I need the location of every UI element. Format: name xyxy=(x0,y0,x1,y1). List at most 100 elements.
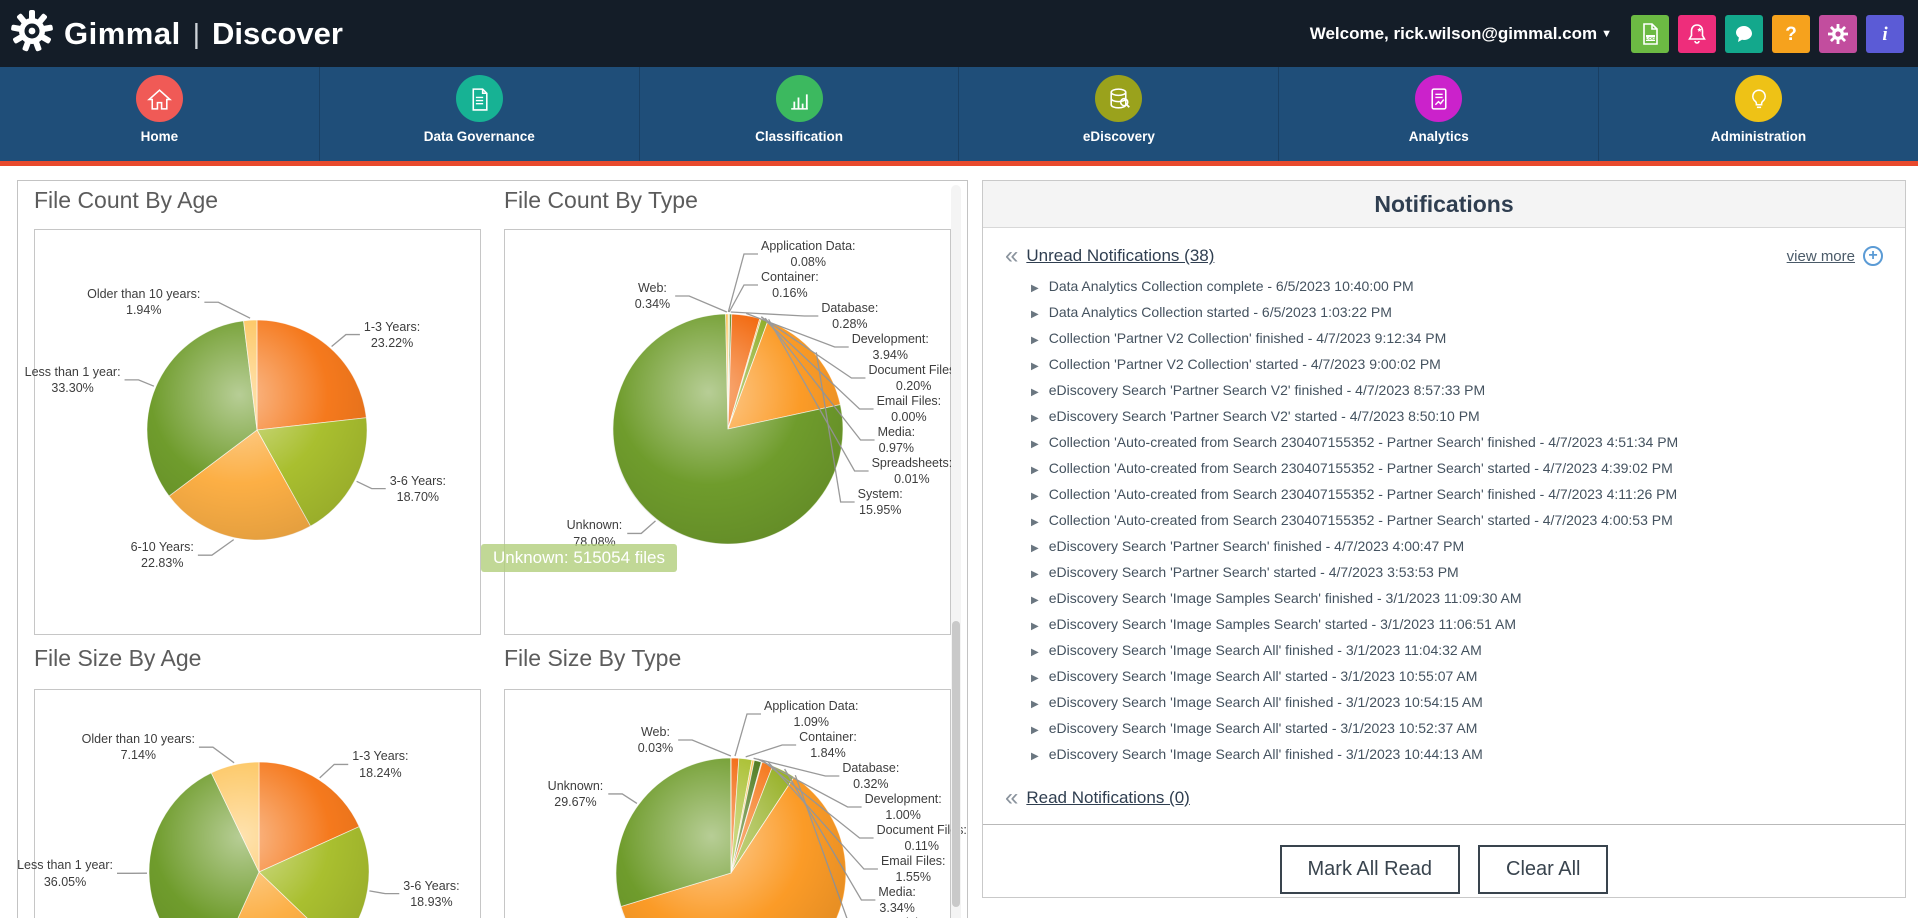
expand-triangle-icon[interactable]: ▶ xyxy=(1031,465,1039,476)
caret-down-icon: ▼ xyxy=(1601,28,1612,40)
label-leader-line xyxy=(627,521,655,534)
nav-item-analytics[interactable]: Analytics xyxy=(1279,67,1599,161)
notification-item[interactable]: ▶eDiscovery Search 'Partner Search V2' s… xyxy=(1031,408,1905,434)
notification-item[interactable]: ▶eDiscovery Search 'Partner Search V2' f… xyxy=(1031,382,1905,408)
pie-label-container: Container:1.84% xyxy=(799,729,857,762)
nav-item-ediscovery[interactable]: eDiscovery xyxy=(959,67,1279,161)
expand-triangle-icon[interactable]: ▶ xyxy=(1031,621,1039,632)
notification-item[interactable]: ▶eDiscovery Search 'Image Samples Search… xyxy=(1031,590,1905,616)
pie-chart-file-count-by-type: Application Data:0.08%Container:0.16%Dat… xyxy=(504,229,951,635)
expand-triangle-icon[interactable]: ▶ xyxy=(1031,387,1039,398)
notification-item[interactable]: ▶Collection 'Auto-created from Search 23… xyxy=(1031,512,1905,538)
mark-all-read-button[interactable]: Mark All Read xyxy=(1280,845,1461,894)
label-leader-line xyxy=(678,740,731,756)
help-question-icon[interactable]: ? xyxy=(1772,15,1810,53)
notification-item[interactable]: ▶eDiscovery Search 'Image Samples Search… xyxy=(1031,616,1905,642)
pie-label-less-than-1-year: Less than 1 year:33.30% xyxy=(25,364,121,397)
expand-triangle-icon[interactable]: ▶ xyxy=(1031,439,1039,450)
expand-triangle-icon[interactable]: ▶ xyxy=(1031,699,1039,710)
bulb-icon xyxy=(1735,75,1782,122)
pie-label-development: Development:3.94% xyxy=(852,331,929,364)
expand-triangle-icon[interactable]: ▶ xyxy=(1031,595,1039,606)
expand-plus-icon[interactable]: + xyxy=(1863,246,1883,266)
notification-item[interactable]: ▶Collection 'Auto-created from Search 23… xyxy=(1031,486,1905,512)
report-icon xyxy=(1415,75,1462,122)
expand-triangle-icon[interactable]: ▶ xyxy=(1031,413,1039,424)
expand-triangle-icon[interactable]: ▶ xyxy=(1031,725,1039,736)
notification-item[interactable]: ▶Data Analytics Collection complete - 6/… xyxy=(1031,278,1905,304)
label-leader-line xyxy=(369,891,399,894)
pie-label-web: Web:0.34% xyxy=(635,280,670,313)
pie-label-system: System:15.95% xyxy=(858,486,903,519)
notification-item[interactable]: ▶eDiscovery Search 'Partner Search' fini… xyxy=(1031,538,1905,564)
notification-item[interactable]: ▶Collection 'Partner V2 Collection' fini… xyxy=(1031,330,1905,356)
pie-label-3-6-years: 3-6 Years:18.70% xyxy=(390,472,446,505)
nav-item-administration[interactable]: Administration xyxy=(1599,67,1918,161)
unread-notifications-link[interactable]: Unread Notifications (38) xyxy=(1026,246,1214,266)
svg-text:?: ? xyxy=(1785,24,1797,45)
pie-label-development: Development:1.00% xyxy=(865,791,942,824)
nav-item-data-governance[interactable]: Data Governance xyxy=(320,67,640,161)
notification-item[interactable]: ▶eDiscovery Search 'Image Search All' st… xyxy=(1031,668,1905,694)
user-menu[interactable]: Welcome, rick.wilson@gimmal.com▼ xyxy=(1310,24,1612,44)
pie-label-3-6-years: 3-6 Years:18.93% xyxy=(403,877,459,910)
expand-triangle-icon[interactable]: ▶ xyxy=(1031,361,1039,372)
notification-item[interactable]: ▶eDiscovery Search 'Partner Search' star… xyxy=(1031,564,1905,590)
pie-label-1-3-years: 1-3 Years:23.22% xyxy=(364,318,420,351)
house-icon xyxy=(136,75,183,122)
notification-item[interactable]: ▶Collection 'Partner V2 Collection' star… xyxy=(1031,356,1905,382)
pie-label-6-10-years: 6-10 Years:22.83% xyxy=(131,539,194,572)
brand: Gimmal | Discover xyxy=(0,9,343,58)
read-notifications-link[interactable]: Read Notifications (0) xyxy=(1026,788,1189,808)
label-leader-line xyxy=(728,254,758,312)
notification-item[interactable]: ▶eDiscovery Search 'Image Search All' fi… xyxy=(1031,642,1905,668)
charts-scrollbar[interactable] xyxy=(951,185,961,918)
database-search-icon xyxy=(1095,75,1142,122)
nav-item-home[interactable]: Home xyxy=(0,67,320,161)
label-leader-line xyxy=(675,296,727,312)
notification-item[interactable]: ▶eDiscovery Search 'Image Search All' fi… xyxy=(1031,746,1905,772)
notification-item[interactable]: ▶Collection 'Auto-created from Search 23… xyxy=(1031,460,1905,486)
notification-list: ▶Data Analytics Collection complete - 6/… xyxy=(1031,278,1905,772)
clear-all-button[interactable]: Clear All xyxy=(1478,845,1608,894)
document-icon xyxy=(456,75,503,122)
collapse-chevrons-icon[interactable]: « xyxy=(1005,244,1018,268)
expand-triangle-icon[interactable]: ▶ xyxy=(1031,309,1039,320)
pie-chart-file-count-by-age: 1-3 Years:23.22%3-6 Years:18.70%Older th… xyxy=(34,229,481,635)
notification-item[interactable]: ▶eDiscovery Search 'Image Search All' st… xyxy=(1031,720,1905,746)
svg-text:i: i xyxy=(1882,24,1888,45)
settings-gear-icon[interactable] xyxy=(1819,15,1857,53)
collapse-chevrons-icon[interactable]: « xyxy=(1005,786,1018,810)
notification-item[interactable]: ▶eDiscovery Search 'Image Search All' fi… xyxy=(1031,694,1905,720)
pie-label-unknown: Unknown:29.67% xyxy=(548,778,604,811)
view-more-link[interactable]: view more xyxy=(1787,248,1855,265)
notification-item[interactable]: ▶Data Analytics Collection started - 6/5… xyxy=(1031,304,1905,330)
expand-triangle-icon[interactable]: ▶ xyxy=(1031,569,1039,580)
chat-bubble-icon[interactable] xyxy=(1725,15,1763,53)
label-leader-line xyxy=(199,747,234,763)
expand-triangle-icon[interactable]: ▶ xyxy=(1031,517,1039,528)
notification-item[interactable]: ▶Collection 'Auto-created from Search 23… xyxy=(1031,434,1905,460)
pie-label-less-than-1-year: Less than 1 year:36.05% xyxy=(17,857,113,890)
expand-triangle-icon[interactable]: ▶ xyxy=(1031,673,1039,684)
expand-triangle-icon[interactable]: ▶ xyxy=(1031,283,1039,294)
pie-label-application-data: Application Data:1.09% xyxy=(764,698,859,731)
info-icon[interactable]: i xyxy=(1866,15,1904,53)
label-leader-line xyxy=(204,302,250,318)
pie-label-1-3-years: 1-3 Years:18.24% xyxy=(352,748,408,781)
pie-slice-1-3-years[interactable] xyxy=(257,320,366,430)
pie-label-document-files: Document Files:0.20% xyxy=(868,362,958,395)
expand-triangle-icon[interactable]: ▶ xyxy=(1031,335,1039,346)
nav-item-classification[interactable]: Classification xyxy=(640,67,960,161)
label-leader-line xyxy=(746,745,796,757)
gimmal-gear-logo-icon xyxy=(10,9,54,58)
expand-triangle-icon[interactable]: ▶ xyxy=(1031,751,1039,762)
pie-label-media: Media:0.97% xyxy=(878,424,916,457)
main-nav: HomeData GovernanceClassificationeDiscov… xyxy=(0,67,1918,161)
expand-triangle-icon[interactable]: ▶ xyxy=(1031,647,1039,658)
scrollbar-thumb[interactable] xyxy=(952,621,960,907)
expand-triangle-icon[interactable]: ▶ xyxy=(1031,543,1039,554)
log-file-icon[interactable]: LOG xyxy=(1631,15,1669,53)
expand-triangle-icon[interactable]: ▶ xyxy=(1031,491,1039,502)
alerts-bell-icon[interactable] xyxy=(1678,15,1716,53)
